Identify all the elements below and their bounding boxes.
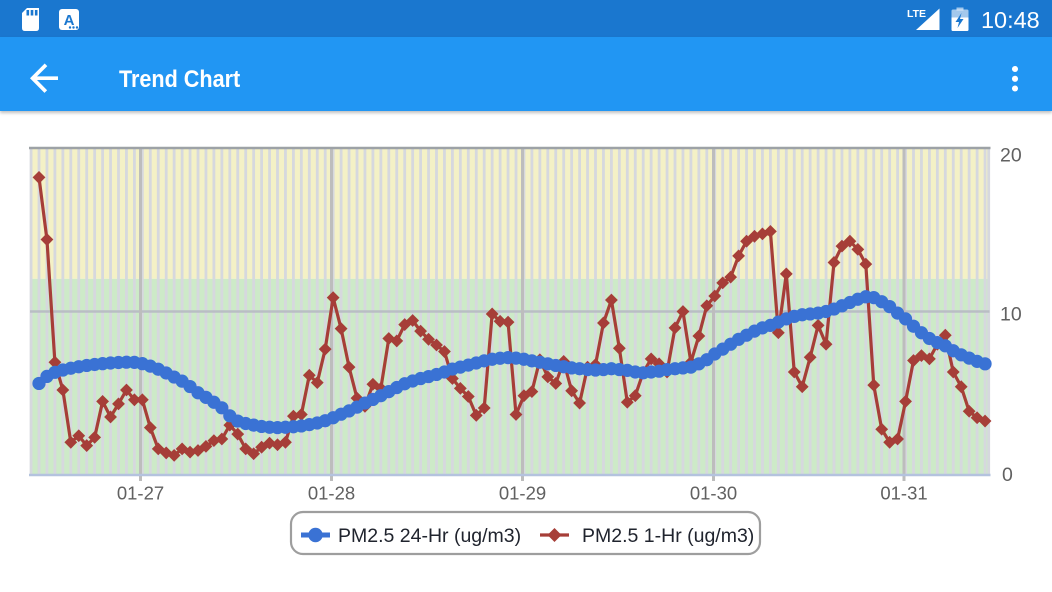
svg-text:01-31: 01-31 <box>880 483 927 504</box>
svg-text:01-27: 01-27 <box>117 483 164 504</box>
svg-text:A: A <box>64 12 75 29</box>
svg-text:PM2.5 1-Hr (ug/m3): PM2.5 1-Hr (ug/m3) <box>582 525 754 547</box>
svg-text:LTE: LTE <box>907 8 926 20</box>
svg-text:10: 10 <box>1000 304 1022 326</box>
svg-text:0: 0 <box>1002 464 1013 486</box>
svg-text:01-30: 01-30 <box>690 483 737 504</box>
svg-text:01-28: 01-28 <box>308 483 355 504</box>
svg-text:20: 20 <box>1000 145 1022 167</box>
svg-text:PM2.5 24-Hr (ug/m3): PM2.5 24-Hr (ug/m3) <box>338 525 521 547</box>
svg-text:01-29: 01-29 <box>499 483 546 504</box>
